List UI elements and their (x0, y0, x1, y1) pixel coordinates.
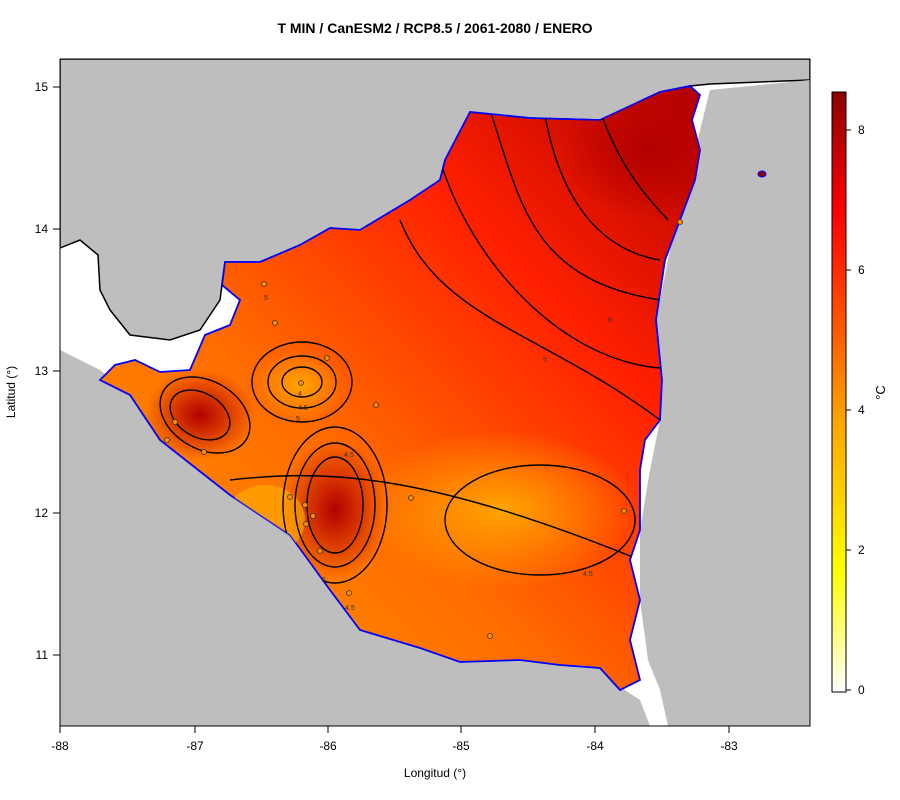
station-point (677, 219, 683, 225)
color-legend-bar (831, 91, 847, 693)
y-tick-label: 12 (35, 506, 49, 520)
y-ticks (53, 86, 60, 656)
legend-tick-label: 8 (858, 123, 865, 137)
legend-tick-label: 2 (858, 543, 865, 557)
y-tick-label: 15 (35, 80, 49, 94)
station-point (324, 355, 330, 361)
legend-tick-label: 6 (858, 263, 865, 277)
contour-label: 4.5 (583, 571, 593, 578)
legend-tick-label: 4 (858, 403, 865, 417)
land-south (60, 350, 650, 726)
station-point (487, 633, 493, 639)
station-point (261, 281, 267, 287)
contour-label: 6 (608, 317, 612, 324)
contour-label: 5 (296, 416, 300, 423)
contour-label: 5 (543, 357, 547, 364)
land-east (640, 80, 810, 726)
station-point (272, 320, 278, 326)
stations (164, 219, 683, 639)
contour-label: 4.5 (344, 452, 354, 459)
contour-label: 4.5 (298, 405, 308, 412)
station-point (303, 521, 309, 527)
y-tick-label: 13 (35, 364, 49, 378)
legend-tick-label: 0 (858, 683, 865, 697)
x-tick-label: -84 (586, 739, 604, 753)
contour-label: 5 (264, 295, 268, 302)
station-point (373, 402, 379, 408)
y-tick-label: 14 (35, 222, 49, 236)
station-point (172, 419, 178, 425)
station-point (408, 495, 414, 501)
station-point (310, 513, 316, 519)
plot-frame (59, 58, 811, 727)
x-axis-label: Longitud (°) (403, 766, 467, 780)
legend-ticks (846, 129, 851, 691)
x-tick-label: -88 (51, 739, 69, 753)
contour-label: 4 (298, 391, 302, 398)
station-point (621, 508, 627, 514)
contour-label: 4.5 (345, 605, 355, 612)
contour-label: 5 (322, 577, 326, 584)
station-point (287, 494, 293, 500)
map-title: T MIN / CanESM2 / RCP8.5 / 2061-2080 / E… (277, 20, 593, 36)
station-point (317, 548, 323, 554)
x-tick-label: -87 (186, 739, 204, 753)
station-point (164, 437, 170, 443)
x-tick-label: -83 (720, 739, 738, 753)
station-point (201, 449, 207, 455)
station-point (302, 502, 308, 508)
x-tick-label: -86 (319, 739, 337, 753)
x-ticks (59, 726, 730, 733)
station-point (298, 380, 304, 386)
y-tick-label: 11 (36, 648, 49, 662)
x-tick-label: -85 (452, 739, 470, 753)
station-point (346, 590, 352, 596)
island (757, 170, 767, 178)
